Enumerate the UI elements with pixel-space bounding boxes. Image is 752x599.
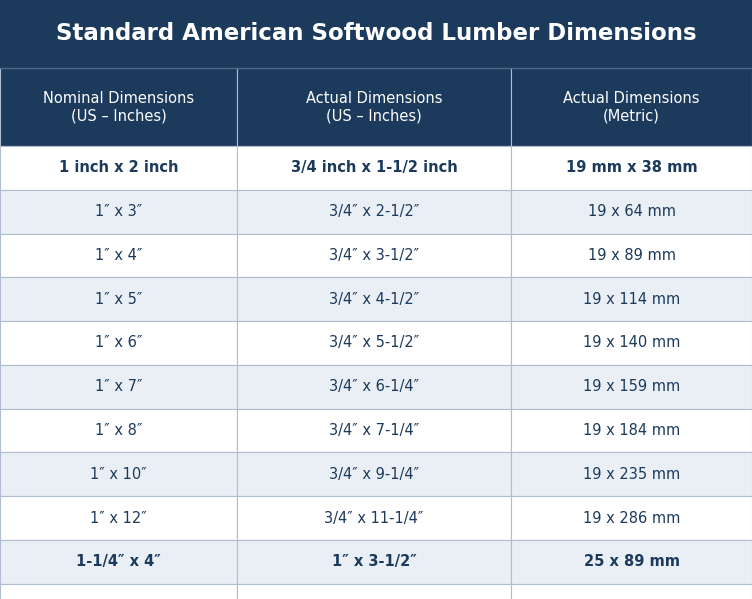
Bar bbox=[0, 321, 237, 365]
Text: 19 x 89 mm: 19 x 89 mm bbox=[587, 248, 676, 263]
Bar bbox=[511, 68, 752, 146]
Bar bbox=[511, 452, 752, 496]
Bar bbox=[0, 496, 237, 540]
Bar bbox=[237, 365, 511, 409]
Text: 19 x 286 mm: 19 x 286 mm bbox=[583, 510, 681, 525]
Bar bbox=[237, 146, 511, 190]
Bar bbox=[237, 583, 511, 599]
Bar bbox=[237, 190, 511, 234]
Text: Actual Dimensions
(US – Inches): Actual Dimensions (US – Inches) bbox=[306, 91, 442, 123]
Text: 3/4″ x 4-1/2″: 3/4″ x 4-1/2″ bbox=[329, 292, 420, 307]
Bar bbox=[237, 321, 511, 365]
Bar bbox=[237, 496, 511, 540]
Text: 1″ x 3″: 1″ x 3″ bbox=[95, 204, 142, 219]
Text: 3/4″ x 7-1/4″: 3/4″ x 7-1/4″ bbox=[329, 423, 420, 438]
Text: 3/4″ x 6-1/4″: 3/4″ x 6-1/4″ bbox=[329, 379, 419, 394]
Text: 1″ x 12″: 1″ x 12″ bbox=[90, 510, 147, 525]
Bar bbox=[511, 540, 752, 583]
Bar bbox=[0, 409, 237, 452]
Bar bbox=[237, 540, 511, 583]
Text: 19 x 140 mm: 19 x 140 mm bbox=[583, 335, 681, 350]
Bar bbox=[0, 234, 237, 277]
Bar bbox=[511, 234, 752, 277]
Bar bbox=[0, 365, 237, 409]
Text: 19 mm x 38 mm: 19 mm x 38 mm bbox=[566, 161, 698, 176]
Text: 3/4 inch x 1-1/2 inch: 3/4 inch x 1-1/2 inch bbox=[291, 161, 457, 176]
Text: 25 x 89 mm: 25 x 89 mm bbox=[584, 554, 680, 569]
Text: 3/4″ x 9-1/4″: 3/4″ x 9-1/4″ bbox=[329, 467, 419, 482]
Bar bbox=[0, 68, 237, 146]
Text: 19 x 64 mm: 19 x 64 mm bbox=[587, 204, 676, 219]
Text: Nominal Dimensions
(US – Inches): Nominal Dimensions (US – Inches) bbox=[43, 91, 194, 123]
Bar bbox=[0, 190, 237, 234]
Bar bbox=[511, 496, 752, 540]
Text: 3/4″ x 11-1/4″: 3/4″ x 11-1/4″ bbox=[324, 510, 424, 525]
Bar bbox=[0, 146, 237, 190]
Bar bbox=[237, 68, 511, 146]
Bar bbox=[0, 540, 237, 583]
Bar bbox=[0, 452, 237, 496]
Bar bbox=[511, 409, 752, 452]
Bar bbox=[0, 583, 237, 599]
Bar bbox=[237, 234, 511, 277]
Text: Actual Dimensions
(Metric): Actual Dimensions (Metric) bbox=[563, 91, 700, 123]
Text: 1″ x 8″: 1″ x 8″ bbox=[95, 423, 142, 438]
Bar bbox=[511, 321, 752, 365]
Bar bbox=[237, 409, 511, 452]
Bar bbox=[0, 277, 237, 321]
Text: 1″ x 3-1/2″: 1″ x 3-1/2″ bbox=[332, 554, 417, 569]
Bar bbox=[511, 190, 752, 234]
Bar bbox=[237, 277, 511, 321]
Text: 1″ x 10″: 1″ x 10″ bbox=[90, 467, 147, 482]
Text: 1″ x 4″: 1″ x 4″ bbox=[95, 248, 142, 263]
Bar bbox=[511, 277, 752, 321]
Text: Standard American Softwood Lumber Dimensions: Standard American Softwood Lumber Dimens… bbox=[56, 23, 696, 46]
Bar bbox=[237, 452, 511, 496]
Bar bbox=[511, 583, 752, 599]
Text: 19 x 235 mm: 19 x 235 mm bbox=[583, 467, 681, 482]
Text: 1″ x 5″: 1″ x 5″ bbox=[95, 292, 142, 307]
Text: 1-1/4″ x 4″: 1-1/4″ x 4″ bbox=[76, 554, 161, 569]
Bar bbox=[511, 365, 752, 409]
Bar bbox=[511, 146, 752, 190]
Text: 1 inch x 2 inch: 1 inch x 2 inch bbox=[59, 161, 178, 176]
Text: 3/4″ x 3-1/2″: 3/4″ x 3-1/2″ bbox=[329, 248, 419, 263]
Text: 1″ x 6″: 1″ x 6″ bbox=[95, 335, 142, 350]
Text: 1″ x 7″: 1″ x 7″ bbox=[95, 379, 142, 394]
Text: 19 x 114 mm: 19 x 114 mm bbox=[583, 292, 681, 307]
Text: 3/4″ x 5-1/2″: 3/4″ x 5-1/2″ bbox=[329, 335, 420, 350]
Text: 3/4″ x 2-1/2″: 3/4″ x 2-1/2″ bbox=[329, 204, 420, 219]
Bar bbox=[0, 0, 752, 68]
Text: 19 x 159 mm: 19 x 159 mm bbox=[583, 379, 681, 394]
Text: 19 x 184 mm: 19 x 184 mm bbox=[583, 423, 681, 438]
